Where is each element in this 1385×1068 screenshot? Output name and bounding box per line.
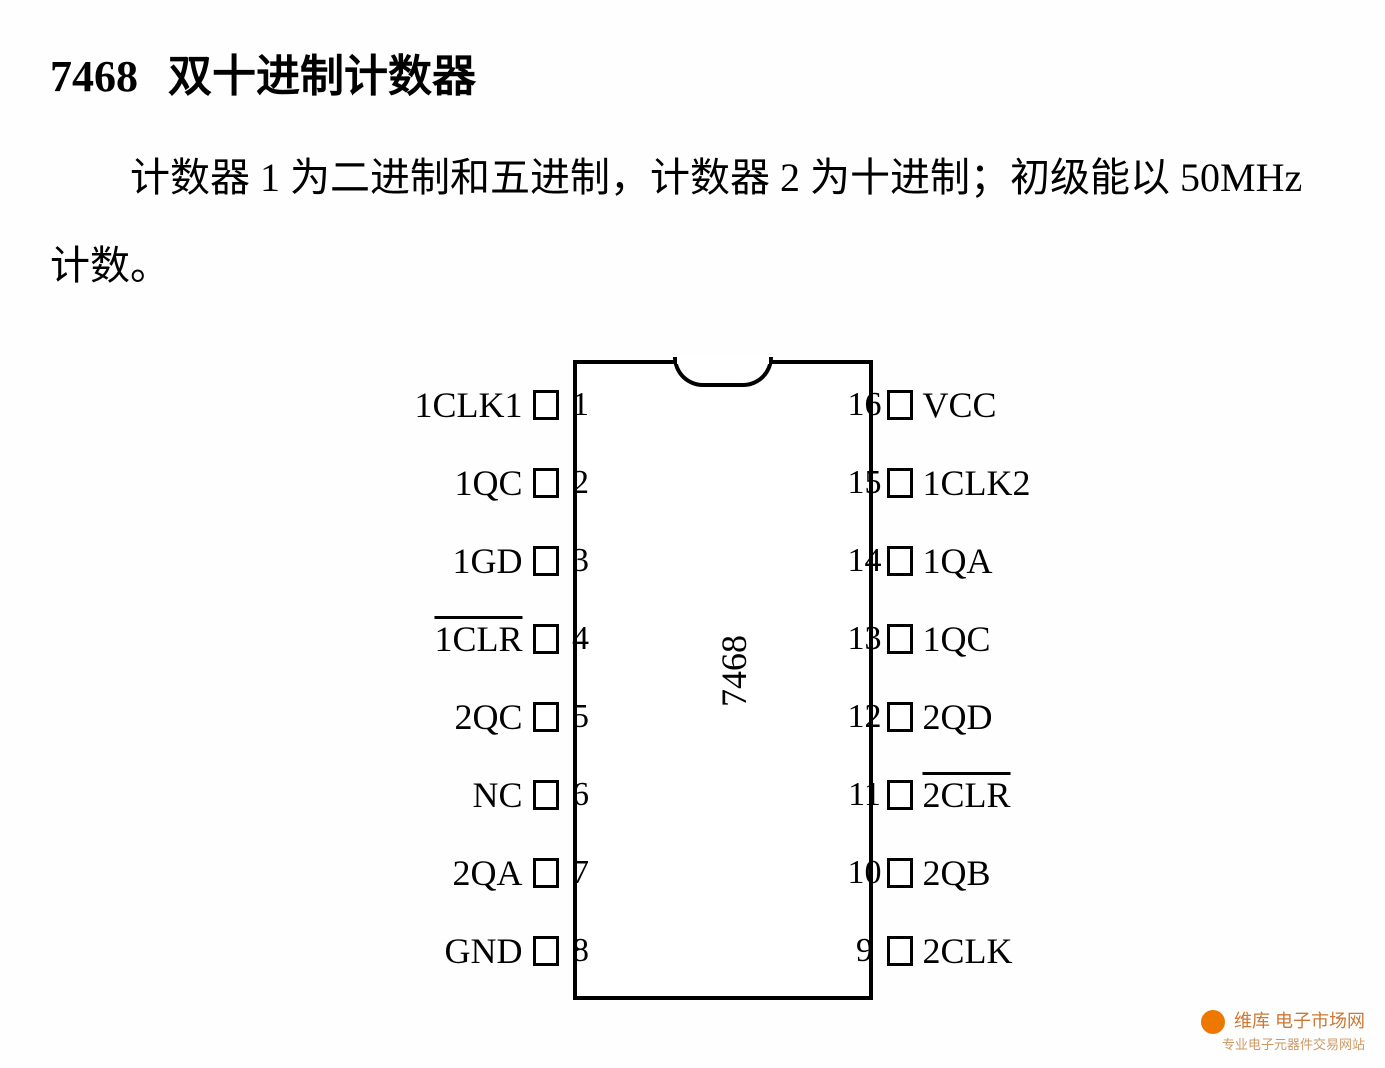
pin-label: 1GD [453, 540, 523, 582]
pin-right-11: 11 2CLR [843, 775, 1203, 815]
pin-box-icon [533, 468, 559, 498]
pin-right-9: 9 2CLK [843, 931, 1203, 971]
watermark: 维库 电子市场网 专业电子元器件交易网站 [1201, 1007, 1365, 1053]
pin-left-6: NC 6 [243, 775, 603, 815]
pin-number: 3 [559, 542, 603, 580]
watermark-sub: 专业电子元器件交易网站 [1201, 1034, 1365, 1053]
pin-label: 2CLK [923, 930, 1013, 972]
pin-right-10: 10 2QB [843, 853, 1203, 893]
pin-box-icon [533, 624, 559, 654]
pin-box-icon [887, 936, 913, 966]
pin-label: 2CLR [923, 774, 1011, 816]
pin-left-1: 1CLK1 1 [243, 385, 603, 425]
pin-number: 16 [843, 386, 887, 424]
pin-right-14: 14 1QA [843, 541, 1203, 581]
pin-box-icon [533, 702, 559, 732]
pin-box-icon [887, 624, 913, 654]
pin-label: 2QC [454, 696, 522, 738]
pin-label: VCC [923, 384, 997, 426]
chip-diagram: 7468 1CLK111QC21GD31CLR42QC5NC62QA7GND8 … [243, 350, 1143, 1010]
pin-box-icon [533, 780, 559, 810]
pin-box-icon [887, 780, 913, 810]
pin-box-icon [887, 390, 913, 420]
description-text: 计数器 1 为二进制和五进制，计数器 2 为十进制；初级能以 50MHz 计数。 [50, 134, 1335, 310]
pin-number: 1 [559, 386, 603, 424]
pin-left-2: 1QC 2 [243, 463, 603, 503]
part-name: 双十进制计数器 [168, 40, 476, 104]
pin-left-7: 2QA 7 [243, 853, 603, 893]
pin-number: 2 [559, 464, 603, 502]
pin-label: 1QC [454, 462, 522, 504]
pin-label: 1CLK1 [415, 384, 523, 426]
pin-right-16: 16 VCC [843, 385, 1203, 425]
pin-number: 10 [843, 854, 887, 892]
pin-box-icon [887, 546, 913, 576]
pin-box-icon [887, 468, 913, 498]
pin-number: 15 [843, 464, 887, 502]
pin-number: 4 [559, 620, 603, 658]
pin-right-13: 13 1QC [843, 619, 1203, 659]
pin-box-icon [887, 858, 913, 888]
pin-number: 14 [843, 542, 887, 580]
pin-label: 2QB [923, 852, 991, 894]
watermark-main: 维库 电子市场网 [1234, 1011, 1365, 1031]
pin-number: 11 [843, 776, 887, 814]
pin-box-icon [533, 936, 559, 966]
part-number: 7468 [50, 51, 138, 102]
pin-number: 7 [559, 854, 603, 892]
pin-box-icon [533, 858, 559, 888]
pin-left-3: 1GD 3 [243, 541, 603, 581]
pin-right-15: 15 1CLK2 [843, 463, 1203, 503]
chip-label: 7468 [713, 635, 755, 707]
pin-number: 9 [843, 932, 887, 970]
pin-left-8: GND 8 [243, 931, 603, 971]
pin-number: 8 [559, 932, 603, 970]
pin-label: 1QC [923, 618, 991, 660]
pin-label: 2QD [923, 696, 993, 738]
pin-label: GND [445, 930, 523, 972]
pin-label: 2QA [453, 852, 523, 894]
watermark-logo-icon [1201, 1010, 1225, 1034]
title-row: 7468 双十进制计数器 [50, 40, 1335, 104]
pin-label: 1CLK2 [923, 462, 1031, 504]
pin-number: 12 [843, 698, 887, 736]
pin-right-12: 12 2QD [843, 697, 1203, 737]
pin-label: 1CLR [434, 618, 522, 660]
pin-label: 1QA [923, 540, 993, 582]
pin-left-5: 2QC 5 [243, 697, 603, 737]
pin-number: 5 [559, 698, 603, 736]
pin-box-icon [887, 702, 913, 732]
pin-number: 6 [559, 776, 603, 814]
pin-box-icon [533, 546, 559, 576]
pin-number: 13 [843, 620, 887, 658]
pin-box-icon [533, 390, 559, 420]
pin-left-4: 1CLR 4 [243, 619, 603, 659]
pin-label: NC [472, 774, 522, 816]
